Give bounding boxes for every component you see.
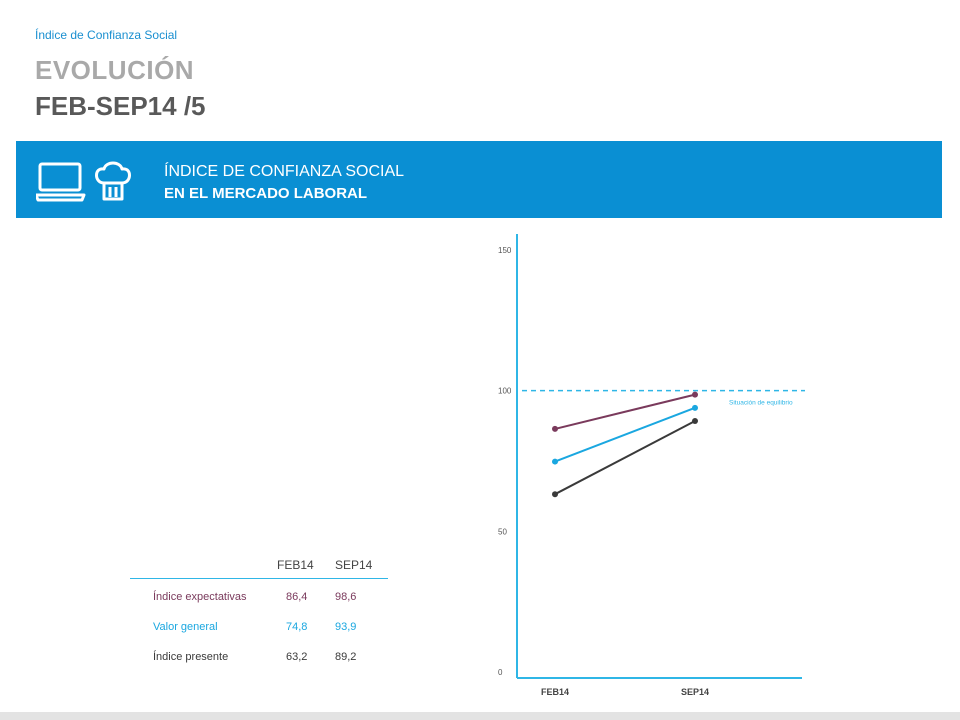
column-header-feb: FEB14	[277, 558, 314, 572]
row-value-feb: 74,8	[286, 621, 308, 633]
y-tick-label: 0	[498, 668, 503, 677]
y-tick-label: 150	[498, 246, 512, 255]
data-point	[552, 491, 558, 498]
banner-title: ÍNDICE DE CONFIANZA SOCIAL	[164, 163, 405, 180]
series-line	[554, 420, 696, 496]
data-table: FEB14 SEP14 Índice expectativas 86,4 98,…	[130, 550, 388, 669]
row-label: Valor general	[153, 621, 218, 633]
row-label: Índice presente	[153, 651, 229, 663]
row-label: Índice expectativas	[153, 591, 247, 603]
series-line	[554, 406, 696, 463]
data-point	[692, 404, 698, 411]
row-value-sep: 98,6	[335, 591, 357, 603]
banner-subtitle: EN EL MERCADO LABORAL	[164, 185, 368, 202]
section-banner: ÍNDICE DE CONFIANZA SOCIAL EN EL MERCADO…	[16, 141, 942, 218]
row-value-sep: 89,2	[335, 651, 357, 663]
report-subtitle: Índice de Confianza Social	[35, 28, 178, 42]
footer-bar	[0, 712, 960, 720]
reference-line-label: Situación de equilibrio	[729, 400, 793, 407]
x-tick-label: SEP14	[681, 687, 709, 697]
series-line	[554, 393, 696, 430]
page-title: EVOLUCIÓN	[35, 55, 195, 85]
column-header-sep: SEP14	[335, 558, 373, 572]
table-row: Índice expectativas 86,4 98,6	[130, 579, 388, 609]
row-value-sep: 93,9	[335, 621, 357, 633]
y-tick-label: 100	[498, 387, 512, 396]
banner-icons	[34, 159, 136, 208]
table-header: FEB14 SEP14	[130, 550, 388, 579]
laptop-icon	[34, 162, 86, 202]
page-period-title: FEB-SEP14 /5	[35, 91, 206, 121]
row-value-feb: 63,2	[286, 651, 308, 663]
data-point	[552, 425, 558, 432]
y-tick-label: 50	[498, 527, 507, 536]
x-tick-label: FEB14	[541, 687, 569, 697]
table-row: Valor general 74,8 93,9	[130, 609, 388, 639]
data-point	[552, 458, 558, 465]
data-point	[692, 418, 698, 425]
row-value-feb: 86,4	[286, 591, 308, 603]
table-row: Índice presente 63,2 89,2	[130, 639, 388, 669]
chef-hat-icon	[95, 161, 131, 201]
data-point	[692, 391, 698, 398]
line-chart: 0 50 100 150 FEB14 SEP14 Situación de equilibr…	[498, 234, 805, 697]
